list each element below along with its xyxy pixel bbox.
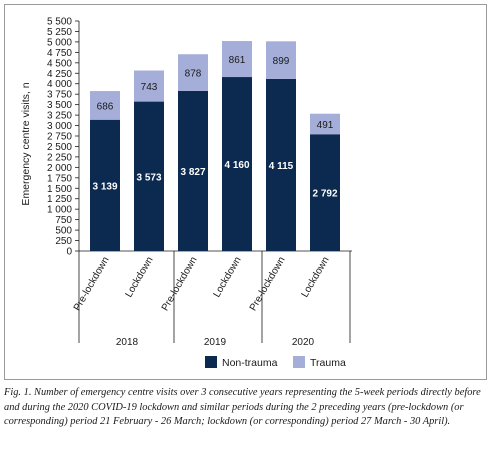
y-tick-label: 4 750	[47, 48, 72, 59]
data-label-trauma: 491	[317, 120, 334, 131]
x-group-label: 2019	[204, 337, 227, 348]
data-label-non-trauma: 3 573	[136, 172, 161, 183]
y-axis-label: Emergency centre visits, n	[20, 82, 32, 205]
y-tick-label: 5 250	[47, 27, 72, 38]
y-tick-label: 2 750	[47, 132, 72, 143]
y-tick-label: 3 750	[47, 90, 72, 101]
bar-non-trauma	[222, 77, 252, 251]
data-label-trauma: 878	[185, 69, 202, 80]
data-label-non-trauma: 3 827	[180, 167, 205, 178]
bar-non-trauma	[178, 90, 208, 251]
y-tick-label: 1 500	[47, 184, 72, 195]
y-tick-label: 2 250	[47, 152, 72, 163]
bar-non-trauma	[134, 101, 164, 251]
data-label-trauma: 899	[273, 56, 290, 67]
y-tick-label: 3 000	[47, 121, 72, 132]
y-tick-label: 5 000	[47, 37, 72, 48]
bar-trauma	[178, 54, 208, 91]
x-group-label: 2018	[116, 337, 139, 348]
data-label-non-trauma: 4 160	[224, 160, 249, 171]
bar-non-trauma	[310, 134, 340, 251]
figure-caption: Fig. 1. Number of emergency centre visit…	[4, 386, 487, 430]
caption-text: Number of emergency centre visits over 3…	[4, 387, 481, 428]
bar-trauma	[134, 70, 164, 102]
x-category-label: Pre-lockdown	[160, 255, 200, 313]
x-category-label: Lockdown	[124, 255, 156, 299]
data-label-trauma: 686	[97, 101, 114, 112]
data-label-non-trauma: 3 139	[92, 181, 117, 192]
legend-label: Trauma	[310, 357, 346, 369]
y-tick-label: 2 500	[47, 142, 72, 153]
y-tick-label: 4 500	[47, 58, 72, 69]
legend-swatch	[293, 356, 305, 368]
bar-trauma	[310, 113, 340, 135]
x-category-label: Lockdown	[212, 255, 244, 299]
data-label-trauma: 743	[141, 82, 158, 93]
x-category-label: Pre-lockdown	[72, 255, 112, 313]
y-tick-label: 250	[55, 236, 72, 247]
bar-non-trauma	[266, 78, 296, 251]
legend-label: Non-trauma	[222, 357, 278, 369]
y-tick-label: 3 250	[47, 111, 72, 122]
y-tick-label: 1 000	[47, 205, 72, 216]
y-tick-label: 4 000	[47, 79, 72, 90]
data-label-trauma: 861	[229, 55, 246, 66]
y-tick-label: 1 750	[47, 173, 72, 184]
y-tick-label: 2 000	[47, 163, 72, 174]
y-tick-label: 500	[55, 226, 72, 237]
y-tick-label: 3 500	[47, 100, 72, 111]
x-group-label: 2020	[292, 337, 315, 348]
y-tick-label: 5 500	[47, 17, 72, 28]
bar-trauma	[90, 91, 120, 120]
x-category-label: Lockdown	[300, 255, 332, 299]
bar-trauma	[266, 41, 296, 79]
data-label-non-trauma: 2 792	[312, 189, 337, 200]
y-tick-label: 1 250	[47, 194, 72, 205]
y-tick-label: 0	[66, 247, 72, 258]
data-label-non-trauma: 4 115	[269, 161, 294, 172]
bar-trauma	[222, 41, 252, 78]
x-category-label: Pre-lockdown	[248, 255, 288, 313]
y-tick-label: 4 250	[47, 69, 72, 80]
figure-panel: 0 250 500 750 1 000 1 250 1 500 1 750 2 000 2 250…	[4, 4, 487, 380]
bar-non-trauma	[90, 119, 120, 251]
y-tick-label: 750	[55, 215, 72, 226]
caption-label: Fig. 1.	[4, 387, 32, 398]
legend-swatch	[205, 356, 217, 368]
